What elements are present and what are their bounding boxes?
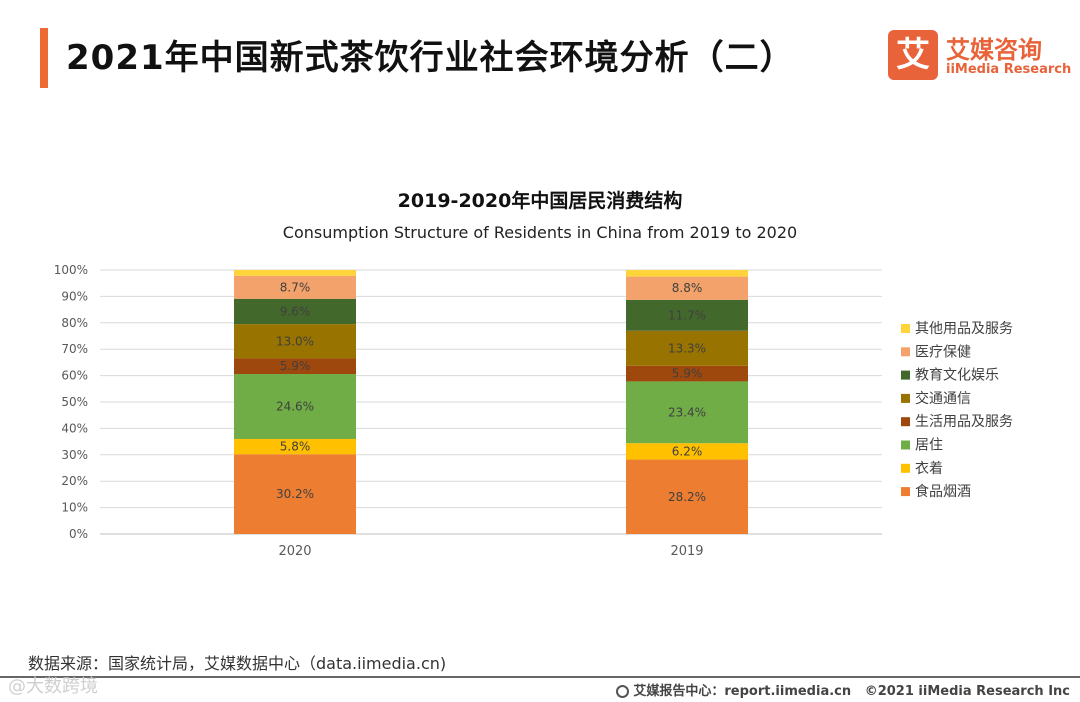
legend-swatch (901, 393, 910, 403)
legend-swatch (901, 463, 910, 473)
data-label: 5.9% (280, 359, 311, 373)
legend-swatch (901, 347, 910, 357)
bar-segment (626, 381, 748, 444)
page-title: 2021年中国新式茶饮行业社会环境分析（二） (66, 38, 795, 78)
data-label: 9.6% (280, 304, 311, 318)
footer-divider (0, 676, 1080, 678)
data-label: 23.4% (668, 405, 706, 419)
bar-segment (234, 324, 356, 359)
legend-swatch (901, 324, 910, 333)
chart-subtitle: Consumption Structure of Residents in Ch… (282, 223, 798, 242)
title-accent-bar (40, 28, 48, 88)
legend-swatch (901, 370, 910, 380)
data-label: 28.2% (668, 490, 706, 504)
logo-text-en: iiMedia Research (946, 62, 1072, 77)
legend-label: 食品烟酒 (915, 483, 971, 500)
watermark: @大数跨境 (8, 676, 98, 697)
footer-bar: 艾媒报告中心：report.iimedia.cn ©2021 iiMedia R… (616, 680, 1070, 699)
y-tick-label: 80% (61, 316, 88, 330)
legend-swatch (901, 440, 910, 450)
data-label: 13.3% (668, 341, 706, 355)
legend-label: 交通通信 (915, 390, 971, 407)
data-label: 5.9% (672, 367, 703, 381)
bar-segment (234, 454, 356, 534)
bar-segment (234, 270, 356, 276)
data-label: 6.2% (672, 444, 703, 458)
y-tick-label: 0% (69, 527, 88, 541)
y-tick-label: 70% (61, 342, 88, 356)
y-tick-label: 60% (61, 369, 88, 383)
bar-segment (234, 275, 356, 299)
legend-label: 居住 (915, 438, 943, 454)
legend-label: 生活用品及服务 (915, 414, 1013, 430)
bar-segment (234, 298, 356, 325)
data-label: 30.2% (276, 487, 314, 501)
iimedia-logo: 艾 艾媒咨询 iiMedia Research (888, 30, 1072, 82)
y-tick-label: 20% (61, 474, 88, 488)
copyright: ©2021 iiMedia Research Inc (864, 684, 1070, 699)
bar-segment (626, 443, 748, 460)
legend-label: 其他用品及服务 (915, 321, 1013, 337)
logo-mark: 艾 (888, 30, 938, 80)
y-tick-label: 90% (61, 289, 88, 303)
chart-title: 2019-2020年中国居民消费结构 (397, 190, 683, 212)
y-tick-label: 10% (61, 501, 88, 515)
data-label: 8.7% (280, 280, 311, 294)
x-tick-label: 2019 (670, 544, 703, 559)
x-tick-label: 2020 (278, 544, 311, 559)
y-tick-label: 30% (61, 448, 88, 462)
legend-swatch (901, 487, 910, 497)
logo-text-cn: 艾媒咨询 (946, 36, 1042, 64)
bar-segment (234, 374, 356, 439)
bar-segment (626, 459, 748, 534)
data-label: 13.0% (276, 334, 314, 348)
bar-segment (626, 365, 748, 382)
bar-segment (626, 276, 748, 300)
data-source: 数据来源：国家统计局，艾媒数据中心（data.iimedia.cn) (28, 654, 447, 673)
bar-segment (234, 438, 356, 455)
data-label: 8.8% (672, 281, 703, 295)
data-label: 11.7% (668, 308, 706, 322)
legend-label: 教育文化娱乐 (915, 368, 999, 384)
y-tick-label: 100% (54, 263, 88, 277)
y-tick-label: 40% (61, 421, 88, 435)
bar-segment (234, 358, 356, 375)
report-center-link[interactable]: 艾媒报告中心：report.iimedia.cn (633, 684, 852, 699)
bar-segment (626, 270, 748, 277)
legend-swatch (901, 417, 910, 427)
bar-segment (626, 299, 748, 331)
legend-label: 医疗保健 (915, 344, 971, 360)
globe-icon (616, 685, 630, 698)
legend-label: 衣着 (915, 461, 943, 477)
bar-segment (626, 330, 748, 366)
data-label: 5.8% (280, 440, 311, 454)
data-label: 24.6% (276, 399, 314, 413)
y-tick-label: 50% (61, 395, 88, 409)
